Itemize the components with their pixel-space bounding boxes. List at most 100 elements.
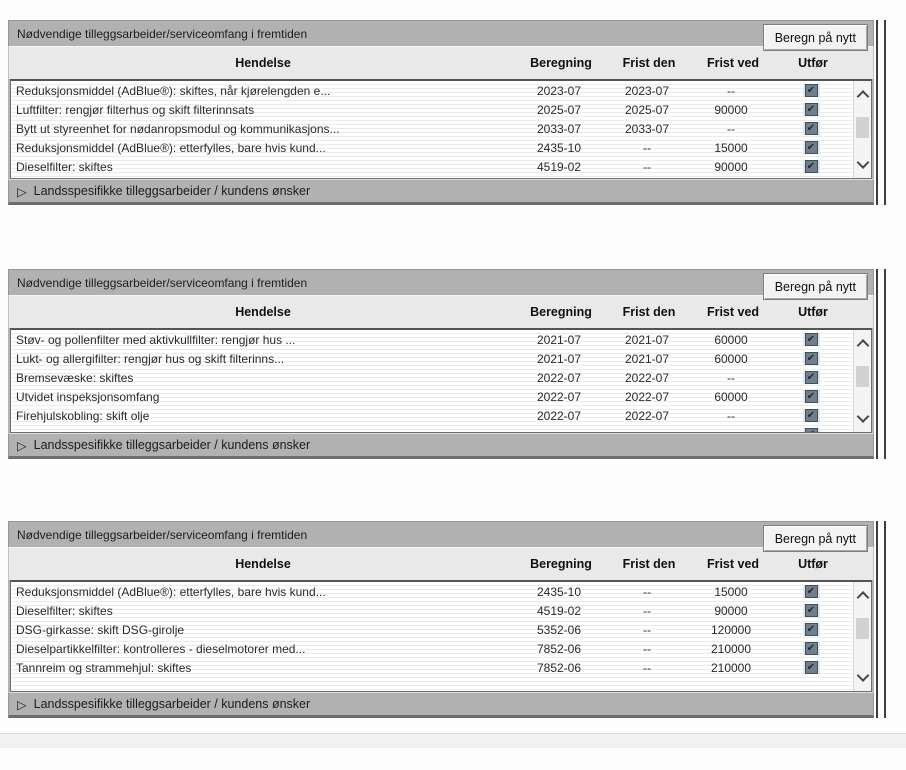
- column-header-utfor: Utfør: [798, 305, 828, 319]
- utfor-checkbox[interactable]: ✔: [804, 371, 818, 384]
- table-row[interactable]: Luftfilter: rengjør filterhus og skift f…: [11, 100, 871, 119]
- table-row-partial[interactable]: ✔: [11, 425, 871, 432]
- utfor-checkbox[interactable]: ✔: [804, 642, 818, 655]
- table-row[interactable]: Bremsevæske: skiftes 2022-07 2022-07 -- …: [11, 368, 871, 387]
- utfor-checkbox[interactable]: ✔: [804, 623, 818, 636]
- table-row[interactable]: Lukt- og allergifilter: rengjør hus og s…: [11, 349, 871, 368]
- cell-frist-ved: 90000: [714, 102, 748, 117]
- panel-title: Nødvendige tilleggsarbeider/serviceomfan…: [17, 26, 308, 41]
- cell-utfor: ✔: [771, 352, 851, 365]
- vertical-scrollbar[interactable]: [853, 330, 871, 432]
- table-row[interactable]: Utvidet inspeksjonsomfang 2022-07 2022-0…: [11, 387, 871, 406]
- cell-beregning: 5352-06: [536, 622, 582, 637]
- cell-frist-ved: 15000: [714, 584, 748, 599]
- table-row[interactable]: DSG-girkasse: skift DSG-girolje 5352-06 …: [11, 620, 871, 639]
- scroll-down-icon[interactable]: [856, 156, 869, 169]
- cell-beregning: 2021-07: [536, 332, 582, 347]
- table-row[interactable]: Tannreim og strammehjul: skiftes 7852-06…: [11, 658, 871, 677]
- column-header-frist-den: Frist den: [622, 56, 676, 70]
- cell-hendelse: Tannreim og strammehjul: skiftes: [16, 660, 192, 675]
- cell-beregning: 2022-07: [536, 408, 582, 423]
- cell-utfor: ✔: [771, 661, 851, 674]
- service-panel-2: Nødvendige tilleggsarbeider/serviceomfan…: [8, 269, 886, 459]
- vertical-scrollbar[interactable]: [853, 81, 871, 178]
- country-specific-expander[interactable]: ▷ Landsspesifikke tilleggsarbeider / kun…: [8, 179, 874, 205]
- utfor-checkbox[interactable]: ✔: [804, 141, 818, 154]
- scroll-down-icon[interactable]: [856, 410, 869, 423]
- cell-frist-ved: 90000: [714, 603, 748, 618]
- vertical-scrollbar[interactable]: [853, 582, 871, 691]
- cell-beregning: 2021-07: [536, 351, 582, 366]
- utfor-checkbox[interactable]: ✔: [804, 103, 818, 116]
- table-row[interactable]: Dieselfilter: skiftes 4519-02 -- 90000 ✔: [11, 157, 871, 176]
- utfor-checkbox[interactable]: ✔: [804, 428, 818, 432]
- cell-frist-den: 2023-07: [624, 83, 670, 98]
- cell-beregning: 2435-10: [536, 584, 582, 599]
- table-row[interactable]: Reduksjonsmiddel (AdBlue®): etterfylles,…: [11, 582, 871, 601]
- cell-frist-ved: 60000: [714, 351, 748, 366]
- recalculate-button[interactable]: Beregn på nytt: [762, 273, 868, 300]
- cell-beregning: 2022-07: [536, 389, 582, 404]
- cell-hendelse: Bytt ut styreenhet for nødanropsmodul og…: [16, 121, 340, 136]
- cell-frist-den: --: [643, 140, 651, 155]
- cell-beregning: 2435-10: [536, 140, 582, 155]
- column-header-frist-den: Frist den: [622, 557, 676, 571]
- utfor-checkbox[interactable]: ✔: [804, 390, 818, 403]
- table-rows: Reduksjonsmiddel (AdBlue®): etterfylles,…: [11, 582, 871, 677]
- column-header-frist-den: Frist den: [622, 305, 676, 319]
- table-row[interactable]: Bytt ut styreenhet for nødanropsmodul og…: [11, 119, 871, 138]
- cell-frist-den: --: [643, 641, 651, 656]
- column-header-beregning: Beregning: [530, 56, 592, 70]
- utfor-checkbox[interactable]: ✔: [804, 661, 818, 674]
- table-row[interactable]: Støv- og pollenfilter med aktivkullfilte…: [11, 330, 871, 349]
- cell-utfor: ✔: [771, 623, 851, 636]
- table-row[interactable]: Dieselpartikkelfilter: kontrolleres - di…: [11, 639, 871, 658]
- scroll-down-icon[interactable]: [856, 669, 869, 682]
- scrollbar-thumb[interactable]: [856, 366, 869, 387]
- cell-hendelse: Utvidet inspeksjonsomfang: [16, 389, 160, 404]
- scroll-up-icon[interactable]: [856, 591, 869, 604]
- utfor-checkbox[interactable]: ✔: [804, 122, 818, 135]
- service-panel-1: Nødvendige tilleggsarbeider/serviceomfan…: [8, 20, 886, 205]
- table-row[interactable]: Dieselfilter: skiftes 4519-02 -- 90000 ✔: [11, 601, 871, 620]
- country-specific-expander[interactable]: ▷ Landsspesifikke tilleggsarbeider / kun…: [8, 692, 874, 718]
- cell-frist-ved: 120000: [710, 622, 752, 637]
- utfor-checkbox[interactable]: ✔: [804, 84, 818, 97]
- table-row[interactable]: Firehjulskobling: skift olje 2022-07 202…: [11, 406, 871, 425]
- cell-frist-den: 2021-07: [624, 332, 670, 347]
- column-header-frist-ved: Frist ved: [706, 557, 760, 571]
- table-row[interactable]: Reduksjonsmiddel (AdBlue®): etterfylles,…: [11, 138, 871, 157]
- cell-utfor: ✔: [771, 371, 851, 384]
- utfor-checkbox[interactable]: ✔: [804, 604, 818, 617]
- panel-title: Nødvendige tilleggsarbeider/serviceomfan…: [17, 275, 308, 290]
- utfor-checkbox[interactable]: ✔: [804, 409, 818, 422]
- country-specific-expander[interactable]: ▷ Landsspesifikke tilleggsarbeider / kun…: [8, 433, 874, 459]
- cell-frist-den: 2025-07: [624, 102, 670, 117]
- utfor-checkbox[interactable]: ✔: [804, 352, 818, 365]
- service-table: Reduksjonsmiddel (AdBlue®): skiftes, når…: [10, 79, 872, 179]
- table-rows: Reduksjonsmiddel (AdBlue®): skiftes, når…: [11, 81, 871, 176]
- cell-beregning: 2033-07: [536, 121, 582, 136]
- scroll-up-icon[interactable]: [856, 339, 869, 352]
- scroll-up-icon[interactable]: [856, 90, 869, 103]
- column-header-hendelse: Hendelse: [235, 305, 291, 319]
- scrollbar-thumb[interactable]: [856, 618, 869, 639]
- expander-label: Landsspesifikke tilleggsarbeider / kunde…: [33, 438, 311, 452]
- cell-hendelse: Dieselfilter: skiftes: [16, 603, 113, 618]
- scrollbar-thumb[interactable]: [856, 117, 869, 138]
- utfor-checkbox[interactable]: ✔: [804, 333, 818, 346]
- cell-frist-ved: 60000: [714, 332, 748, 347]
- utfor-checkbox[interactable]: ✔: [804, 585, 818, 598]
- cell-hendelse: Dieselpartikkelfilter: kontrolleres - di…: [16, 641, 306, 656]
- recalculate-button[interactable]: Beregn på nytt: [762, 24, 868, 51]
- service-panel-3: Nødvendige tilleggsarbeider/serviceomfan…: [8, 521, 886, 718]
- table-row[interactable]: Reduksjonsmiddel (AdBlue®): skiftes, når…: [11, 81, 871, 100]
- cell-utfor: ✔: [771, 428, 851, 432]
- recalculate-button[interactable]: Beregn på nytt: [762, 525, 868, 552]
- column-header-frist-ved: Frist ved: [706, 305, 760, 319]
- column-header-beregning: Beregning: [530, 305, 592, 319]
- utfor-checkbox[interactable]: ✔: [804, 160, 818, 173]
- cell-utfor: ✔: [771, 141, 851, 154]
- cell-frist-den: --: [643, 603, 651, 618]
- cell-hendelse: Lukt- og allergifilter: rengjør hus og s…: [16, 351, 285, 366]
